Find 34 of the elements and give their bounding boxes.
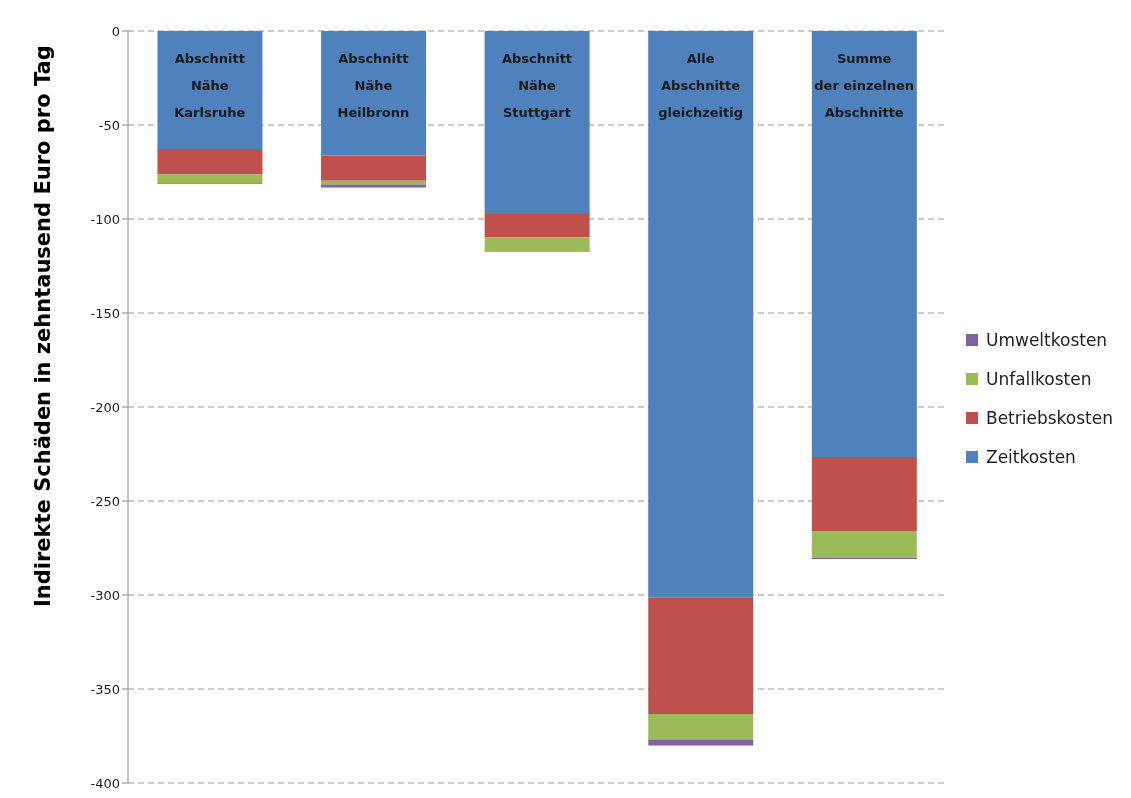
- y-tick-label: -150: [90, 305, 120, 321]
- bar: [321, 180, 427, 185]
- bar: [811, 31, 917, 458]
- bar: [484, 31, 590, 214]
- bar: [811, 531, 917, 558]
- legend-label: Umweltkosten: [985, 329, 1108, 350]
- legend-label: Unfallkosten: [985, 368, 1092, 389]
- y-tick-label: -400: [90, 775, 120, 791]
- x-tick-label: Abschnitt Nähe Karlsruhe: [174, 51, 246, 120]
- y-tick-label: -250: [90, 493, 120, 509]
- y-tick-label: -100: [90, 211, 120, 227]
- y-tick-label: 0: [111, 23, 120, 39]
- bar: [484, 213, 590, 238]
- y-tick-label: -350: [90, 681, 120, 697]
- x-tick-label: Alle Abschnitte gleichzeitig: [658, 51, 743, 120]
- x-tick-label: Abschnitt Nähe Heilbronn: [337, 51, 410, 120]
- bar: [321, 31, 427, 156]
- y-tick-label: -200: [90, 399, 120, 415]
- bar: [648, 31, 754, 598]
- x-tick-label: Abschnitt Nähe Stuttgart: [501, 51, 573, 120]
- bar: [321, 155, 427, 181]
- bar: [157, 174, 263, 184]
- bar: [648, 597, 754, 714]
- bar: [157, 148, 263, 175]
- bar: [648, 714, 754, 740]
- y-tick-label: -300: [90, 587, 120, 603]
- legend-label: Zeitkosten: [985, 446, 1076, 467]
- x-tick-label: Summe der einzelnen Abschnitte: [814, 51, 915, 120]
- bar: [811, 457, 917, 532]
- y-tick-label: -50: [98, 117, 120, 133]
- bar: [157, 31, 263, 149]
- legend-label: Betriebskosten: [985, 407, 1113, 428]
- y-axis-title: Indirekte Schäden in zehntausend Euro pro Tag: [31, 45, 56, 607]
- bar: [484, 237, 590, 252]
